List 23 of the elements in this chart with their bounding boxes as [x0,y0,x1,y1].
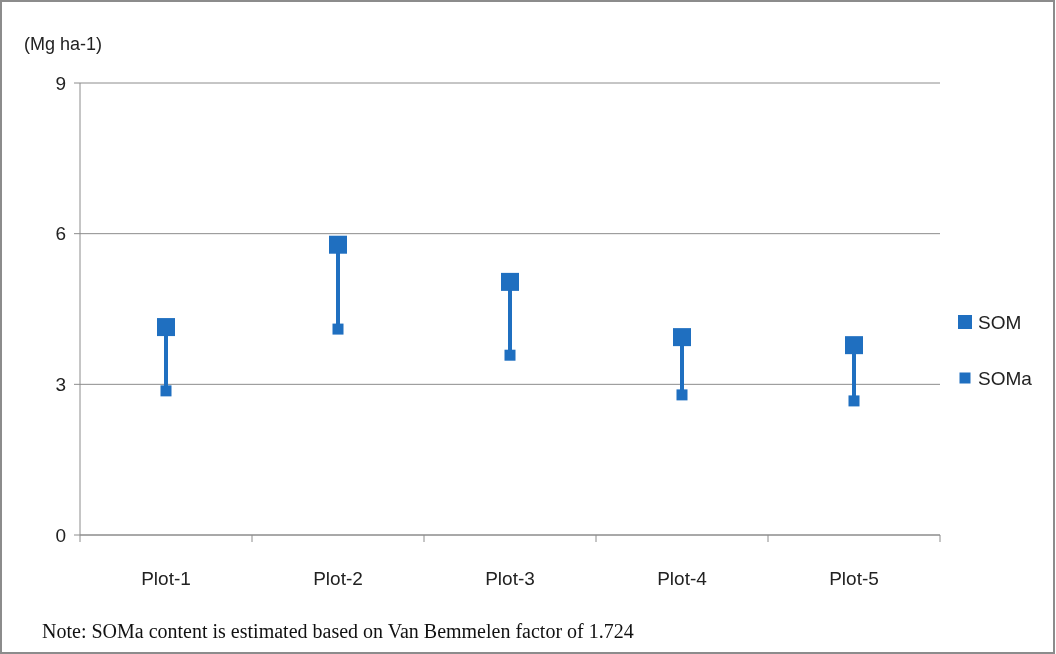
legend-label: SOM [978,311,1022,333]
y-tick-label: 0 [55,524,66,546]
y-axis-title: (Mg ha-1) [24,34,103,54]
x-tick-label: Plot-3 [485,568,535,589]
x-tick-label: Plot-5 [829,568,879,589]
point [845,336,863,355]
text: Note: SOMa content is estimated based on Van Bemmelen factor of 1.724 [42,620,634,642]
y-tick-label: 3 [55,373,66,395]
point [329,235,347,254]
x-tick-label: Plot-2 [313,568,363,589]
point [676,389,688,401]
point [501,272,519,291]
y-tick-label: 6 [55,223,66,245]
point [673,328,691,347]
x-tick-label: Plot-4 [657,568,708,589]
legend-label: SOMa [978,367,1033,389]
point [160,385,172,397]
y-tick-label: 9 [55,72,66,94]
x-tick-label: Plot-1 [141,568,191,589]
point [848,395,860,407]
point [157,318,175,337]
point [504,349,516,361]
point [332,323,344,335]
